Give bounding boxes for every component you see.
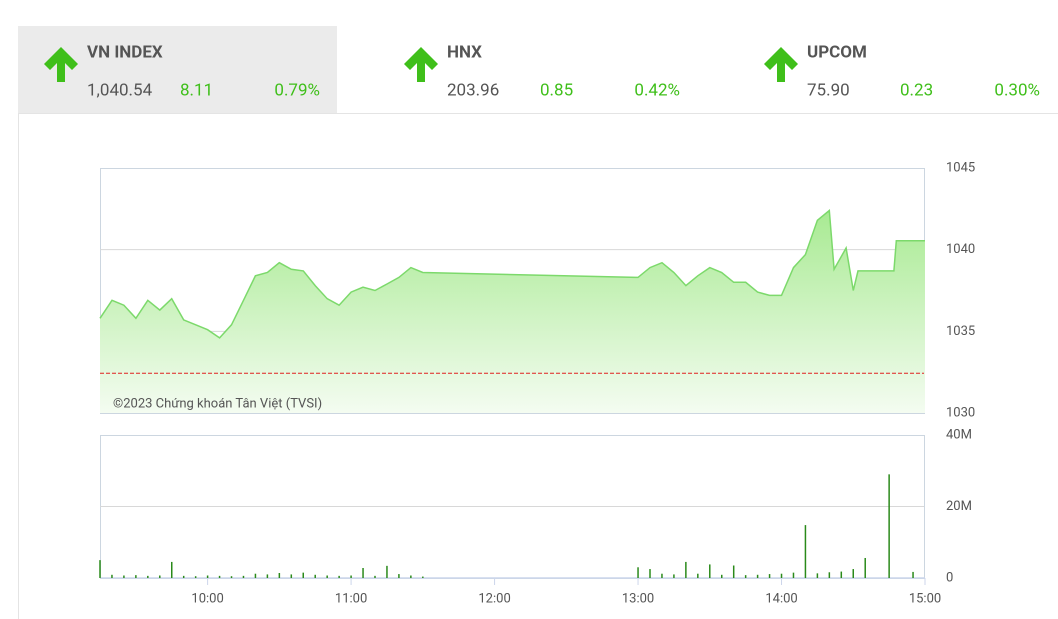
y-tick-label: 20M	[946, 499, 972, 514]
y-tick-label: 40M	[946, 427, 972, 442]
x-tick-label: 10:00	[191, 591, 223, 606]
x-tick-label: 14:00	[765, 591, 797, 606]
y-tick-label: 1040	[946, 242, 975, 257]
chart-panel	[18, 113, 1058, 619]
price-line	[99, 209, 925, 339]
index-change: 0.23	[900, 80, 933, 100]
y-tick-label: 1030	[946, 405, 975, 420]
y-tick-label: 0	[946, 570, 953, 585]
copyright: ©2023 Chứng khoán Tân Việt (TVSI)	[113, 396, 322, 411]
index-name: HNX	[447, 42, 482, 62]
y-tick-label: 1035	[946, 324, 975, 339]
x-tick-label: 12:00	[478, 591, 510, 606]
x-tick-label: 13:00	[622, 591, 654, 606]
index-change: 8.11	[180, 80, 213, 100]
index-value: 75.90	[807, 80, 850, 100]
up-arrow	[764, 47, 798, 82]
index-change-pct: 0.79%	[274, 80, 320, 100]
index-change-pct: 0.42%	[634, 80, 680, 100]
up-arrow	[44, 47, 78, 82]
up-arrow	[404, 47, 438, 82]
index-change: 0.85	[540, 80, 573, 100]
x-tick-label: 15:00	[909, 591, 941, 606]
selected-card[interactable]	[18, 26, 337, 113]
y-tick-label: 1045	[946, 160, 975, 175]
index-value: 203.96	[447, 80, 499, 100]
index-name: UPCOM	[807, 42, 867, 62]
index-change-pct: 0.30%	[994, 80, 1040, 100]
index-name: VN INDEX	[87, 42, 163, 62]
index-value: 1,040.54	[87, 80, 153, 100]
x-tick-label: 11:00	[335, 591, 367, 606]
price-area	[100, 210, 925, 413]
